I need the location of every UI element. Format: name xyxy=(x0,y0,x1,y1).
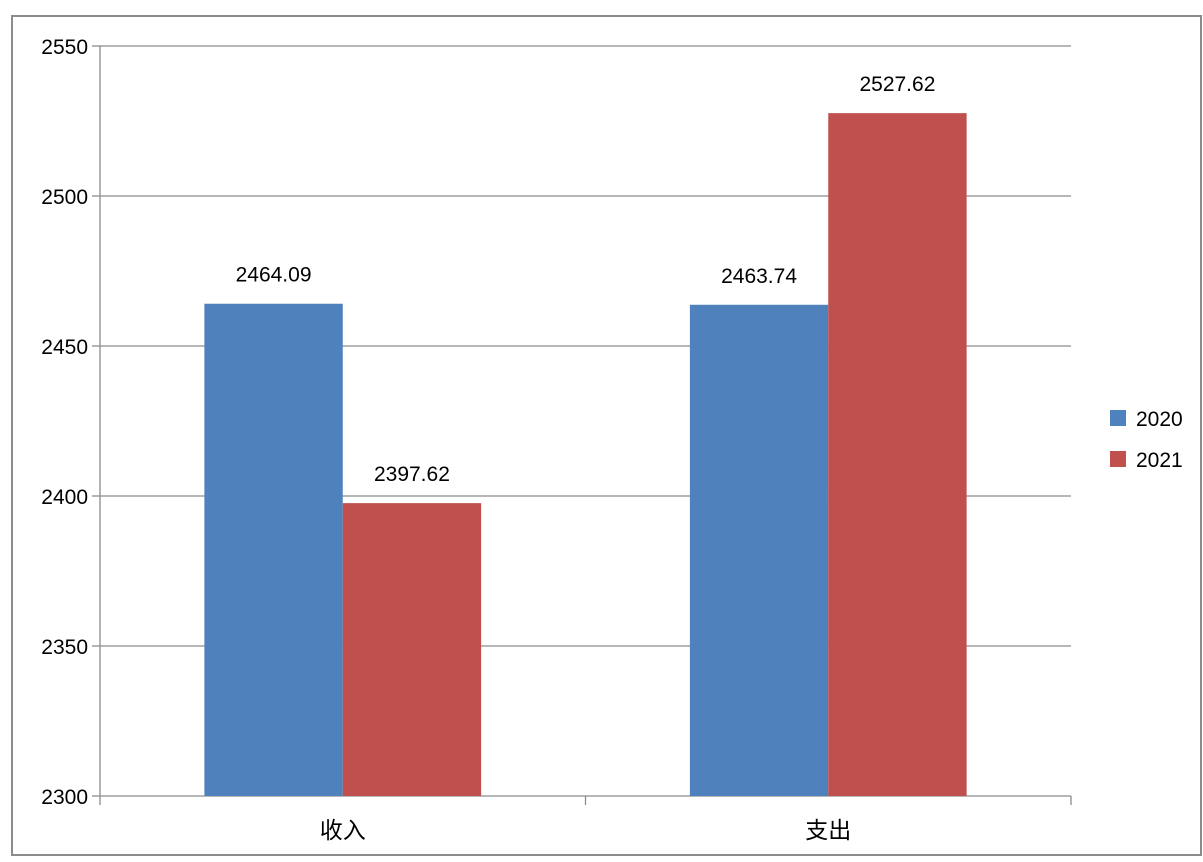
chart-border xyxy=(11,15,1202,856)
y-tick-label: 2550 xyxy=(41,36,88,59)
legend-label: 2020 xyxy=(1136,408,1183,431)
data-label: 2464.09 xyxy=(236,264,312,287)
y-tick-label: 2350 xyxy=(41,636,88,659)
data-labels: 2464.09 2397.62 2463.74 2527.62 xyxy=(236,73,936,486)
y-tick-label: 2400 xyxy=(41,486,88,509)
bar-2020-0 xyxy=(204,303,343,796)
data-label: 2397.62 xyxy=(374,463,450,486)
legend-swatch-2021 xyxy=(1110,451,1126,467)
legend: 2020 2021 xyxy=(1110,408,1183,472)
bar-2021-1 xyxy=(828,113,967,796)
y-tick-label: 2450 xyxy=(41,336,88,359)
bars xyxy=(204,113,967,796)
legend-label: 2021 xyxy=(1136,449,1183,472)
x-category-label: 收入 xyxy=(320,817,366,843)
x-category-label: 支出 xyxy=(805,817,851,843)
legend-swatch-2020 xyxy=(1110,410,1126,426)
y-tick-label: 2300 xyxy=(41,786,88,809)
data-label: 2463.74 xyxy=(721,265,797,288)
data-label: 2527.62 xyxy=(859,73,935,96)
bar-2020-1 xyxy=(689,304,829,796)
y-tick-label: 2500 xyxy=(41,186,88,209)
bar-2021-0 xyxy=(342,503,482,796)
